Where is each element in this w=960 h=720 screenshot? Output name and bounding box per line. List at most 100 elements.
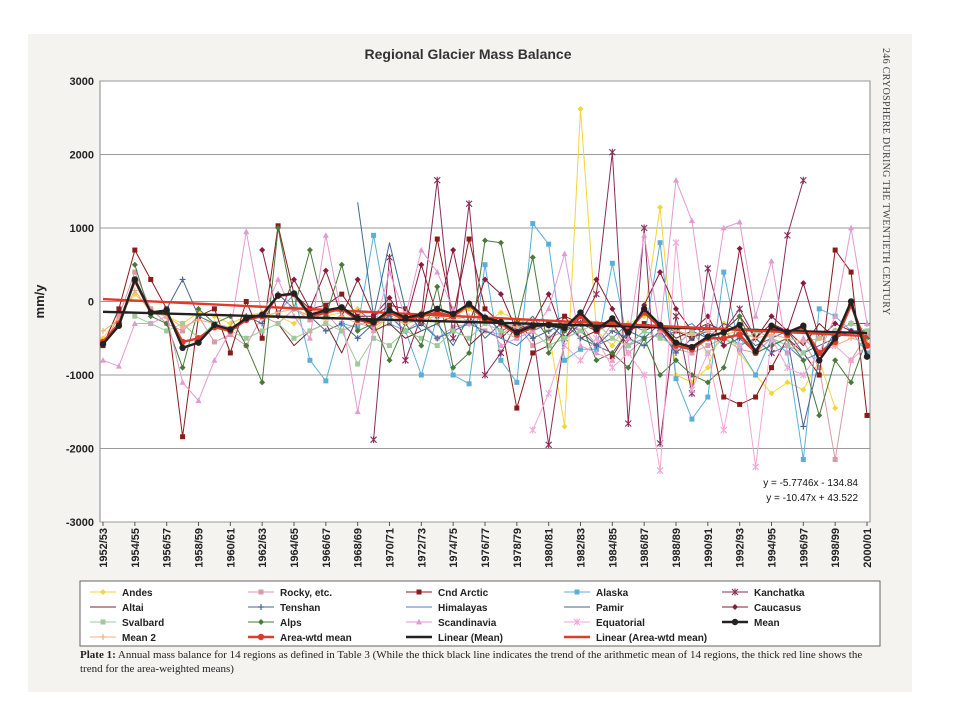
x-tick-label: 1952/53 bbox=[98, 528, 110, 568]
point-cnd-arctic bbox=[769, 365, 774, 371]
legend-item-andes: Andes bbox=[90, 588, 153, 599]
legend-item-rocky-etc: Rocky, etc. bbox=[248, 588, 332, 599]
point-andes bbox=[800, 386, 807, 393]
point-rocky-etc bbox=[657, 332, 663, 338]
point-andes bbox=[577, 105, 584, 112]
point-andes bbox=[832, 405, 839, 412]
legend-item-altai: Altai bbox=[90, 603, 144, 614]
point-kanchatka bbox=[497, 349, 505, 357]
point-svalbard bbox=[371, 335, 377, 341]
point-svalbard bbox=[323, 321, 329, 327]
point-equatorial bbox=[736, 342, 744, 350]
point-svalbard bbox=[339, 328, 345, 334]
point-scandinavia bbox=[243, 228, 250, 235]
point-mean bbox=[163, 307, 170, 314]
point-scandinavia bbox=[736, 218, 743, 225]
point-cnd-arctic bbox=[848, 269, 854, 275]
legend-item-area-wtd-mean: Area-wtd mean bbox=[248, 633, 352, 644]
point-kanchatka bbox=[449, 334, 457, 342]
point-caucasus bbox=[800, 280, 807, 287]
x-tick-label: 1962/63 bbox=[257, 528, 269, 568]
point-alaska bbox=[498, 357, 504, 363]
point-scandinavia bbox=[832, 313, 839, 319]
point-tenshan bbox=[641, 342, 648, 349]
y-tick-label: -1000 bbox=[66, 370, 94, 382]
point-cnd-arctic bbox=[832, 247, 838, 253]
point-cnd-arctic bbox=[816, 372, 822, 378]
legend-label-cnd-arctic: Cnd Arctic bbox=[438, 588, 489, 599]
x-tick-label: 1968/69 bbox=[353, 528, 365, 568]
point-alaska bbox=[609, 260, 615, 266]
point-alps bbox=[497, 239, 504, 246]
point-scandinavia bbox=[211, 357, 218, 363]
x-tick-label: 1974/75 bbox=[448, 528, 460, 568]
point-kanchatka bbox=[784, 231, 791, 239]
point-scandinavia bbox=[147, 320, 154, 326]
point-andes bbox=[657, 204, 664, 211]
point-mean bbox=[688, 343, 696, 351]
point-alps bbox=[625, 364, 632, 371]
point-tenshan bbox=[179, 276, 186, 283]
point-caucasus bbox=[720, 342, 727, 349]
y-tick-label: 2000 bbox=[70, 150, 94, 162]
point-tenshan bbox=[322, 327, 329, 334]
point-mean bbox=[656, 321, 664, 329]
point-alps bbox=[720, 364, 727, 371]
legend-item-scandinavia: Scandinavia bbox=[406, 618, 497, 629]
legend-label-caucasus: Caucasus bbox=[754, 603, 802, 614]
point-caucasus bbox=[768, 313, 775, 320]
point-alps bbox=[736, 313, 743, 320]
legend-label-himalayas: Himalayas bbox=[438, 603, 488, 614]
x-tick-label: 1982/83 bbox=[576, 528, 588, 568]
point-caucasus bbox=[450, 247, 457, 254]
glacier-chart: Regional Glacier Mass Balance 246 CRYOSPH… bbox=[32, 46, 891, 647]
point-cnd-arctic bbox=[641, 321, 647, 327]
point-alps bbox=[354, 327, 361, 334]
legend-marker-tenshan bbox=[258, 604, 264, 610]
chart-title: Regional Glacier Mass Balance bbox=[365, 46, 572, 62]
point-svalbard bbox=[259, 328, 265, 334]
point-kanchatka bbox=[465, 200, 473, 208]
x-tick-label: 1976/77 bbox=[480, 528, 492, 568]
point-alps bbox=[338, 261, 345, 268]
legend-item-linear-mean: Linear (Mean) bbox=[406, 633, 503, 644]
point-cnd-arctic bbox=[339, 291, 345, 297]
point-caucasus bbox=[832, 320, 839, 327]
point-alps bbox=[306, 247, 313, 254]
y-tick-label: 0 bbox=[88, 297, 94, 309]
point-alps bbox=[832, 357, 839, 364]
point-scandinavia bbox=[450, 305, 457, 312]
x-tick-label: 1958/59 bbox=[194, 528, 206, 568]
point-scandinavia bbox=[497, 342, 504, 348]
legend-marker-mean bbox=[731, 618, 739, 626]
point-mean bbox=[274, 292, 282, 299]
series-line-kanchatka bbox=[373, 151, 804, 446]
point-mean bbox=[449, 310, 457, 318]
point-scandinavia bbox=[100, 357, 106, 363]
point-mean bbox=[784, 329, 791, 336]
point-mean bbox=[243, 315, 250, 322]
point-svalbard bbox=[355, 361, 361, 367]
legend-label-equatorial: Equatorial bbox=[596, 618, 645, 629]
point-cnd-arctic bbox=[737, 401, 743, 407]
point-mean-2 bbox=[800, 338, 807, 345]
point-alps bbox=[386, 357, 393, 364]
point-rocky-etc bbox=[530, 343, 536, 349]
point-mean bbox=[736, 321, 743, 329]
point-caucasus bbox=[497, 291, 504, 298]
point-mean-2 bbox=[752, 335, 759, 342]
point-scandinavia bbox=[768, 257, 775, 264]
point-cnd-arctic bbox=[434, 236, 440, 242]
point-scandinavia bbox=[625, 335, 632, 341]
point-mean bbox=[131, 276, 139, 283]
point-mean bbox=[672, 339, 680, 346]
point-caucasus bbox=[593, 276, 600, 283]
point-rocky-etc bbox=[498, 332, 504, 338]
legend-item-himalayas: Himalayas bbox=[406, 603, 488, 614]
legend-marker-svalbard bbox=[100, 619, 106, 625]
point-alps bbox=[704, 379, 711, 386]
point-alaska bbox=[578, 346, 583, 352]
point-scandinavia bbox=[673, 177, 679, 183]
x-tick-label: 2000/01 bbox=[862, 528, 874, 568]
point-rocky-etc bbox=[116, 313, 122, 319]
